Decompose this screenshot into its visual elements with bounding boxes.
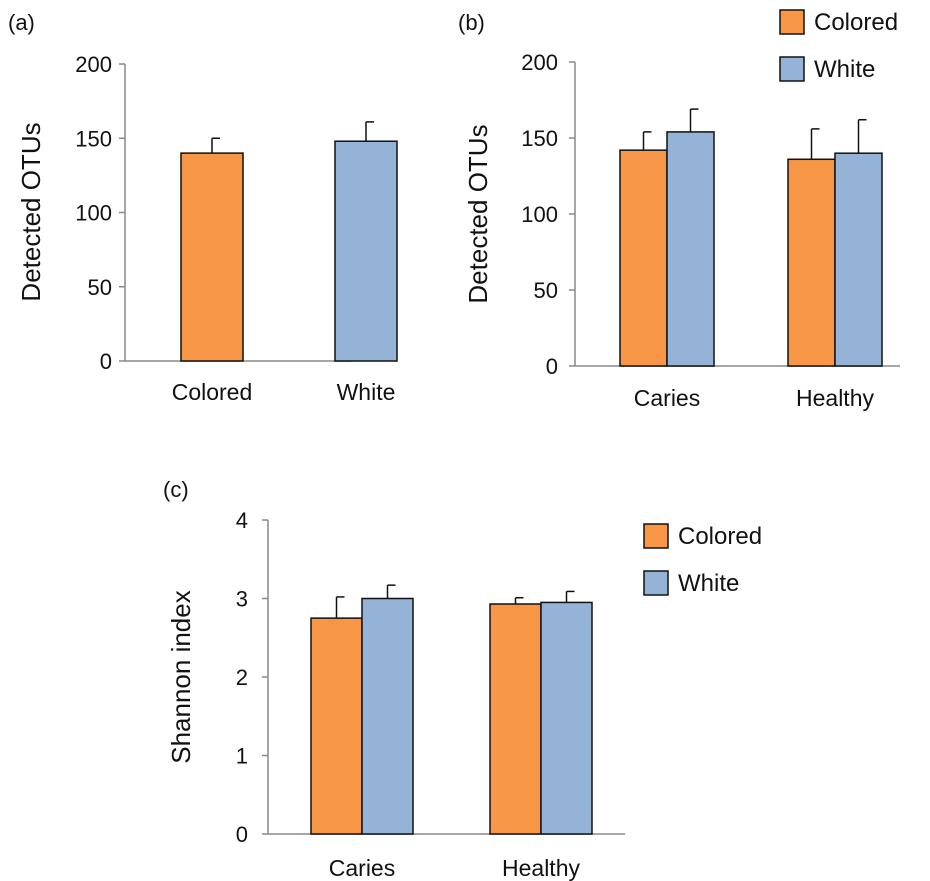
y-tick-label: 50 xyxy=(534,278,558,303)
y-tick-label: 0 xyxy=(100,349,112,374)
chart-panel-a: (a) 0 50 100 150 200 Detected OTUs Colored White xyxy=(8,10,398,405)
bar-healthy-white xyxy=(540,601,593,835)
legend-swatch xyxy=(779,9,805,35)
y-tick-label: 200 xyxy=(521,50,558,75)
bar-caries-white xyxy=(666,131,715,367)
panel-label: (c) xyxy=(163,477,189,502)
legend-swatch xyxy=(779,56,805,82)
x-category-label: Colored xyxy=(172,379,253,405)
y-tick-label: 2 xyxy=(236,665,248,690)
bar-white xyxy=(334,140,398,362)
x-category-label: Healthy xyxy=(796,385,874,411)
x-category-label: Caries xyxy=(634,385,700,411)
panel-label: (a) xyxy=(8,10,35,35)
y-tick-label: 1 xyxy=(236,744,248,769)
y-tick-label: 3 xyxy=(236,587,248,612)
x-category-label: Healthy xyxy=(502,855,580,881)
legend-label: White xyxy=(814,56,875,83)
x-category-label: White xyxy=(337,379,396,405)
bar-healthy-colored xyxy=(787,158,836,367)
y-axis-label: Detected OTUs xyxy=(16,122,46,301)
bar-healthy-colored xyxy=(489,603,542,835)
legend-swatch xyxy=(643,570,669,596)
y-tick-label: 0 xyxy=(236,822,248,847)
y-tick-label: 0 xyxy=(546,354,558,379)
legend-label: White xyxy=(678,570,739,597)
legend: Colored White xyxy=(643,523,762,597)
legend-label: Colored xyxy=(678,523,762,550)
bar-healthy-white xyxy=(834,152,883,367)
chart-panel-c: (c) 0 1 2 3 4 Shannon index Caries Healthy Colore… xyxy=(163,477,762,881)
y-tick-label: 150 xyxy=(75,126,112,151)
x-category-label: Caries xyxy=(329,855,395,881)
y-tick-label: 50 xyxy=(88,275,112,300)
bar-caries-colored xyxy=(619,149,668,367)
y-tick-label: 100 xyxy=(75,201,112,226)
y-tick-label: 100 xyxy=(521,202,558,227)
legend: Colored White xyxy=(779,9,898,83)
panel-label: (b) xyxy=(458,10,485,35)
y-tick-label: 150 xyxy=(521,126,558,151)
y-axis-label: Shannon index xyxy=(166,590,196,763)
bar-caries-colored xyxy=(310,617,363,835)
y-axis-label: Detected OTUs xyxy=(463,124,493,303)
legend-swatch xyxy=(643,523,669,549)
legend-label: Colored xyxy=(814,9,898,36)
chart-panel-b: (b) 0 50 100 150 200 Detected OTUs Caries Health… xyxy=(458,9,900,411)
y-tick-label: 200 xyxy=(75,52,112,77)
bar-caries-white xyxy=(361,597,414,835)
y-tick-label: 4 xyxy=(236,508,248,533)
bar-colored xyxy=(180,152,244,362)
